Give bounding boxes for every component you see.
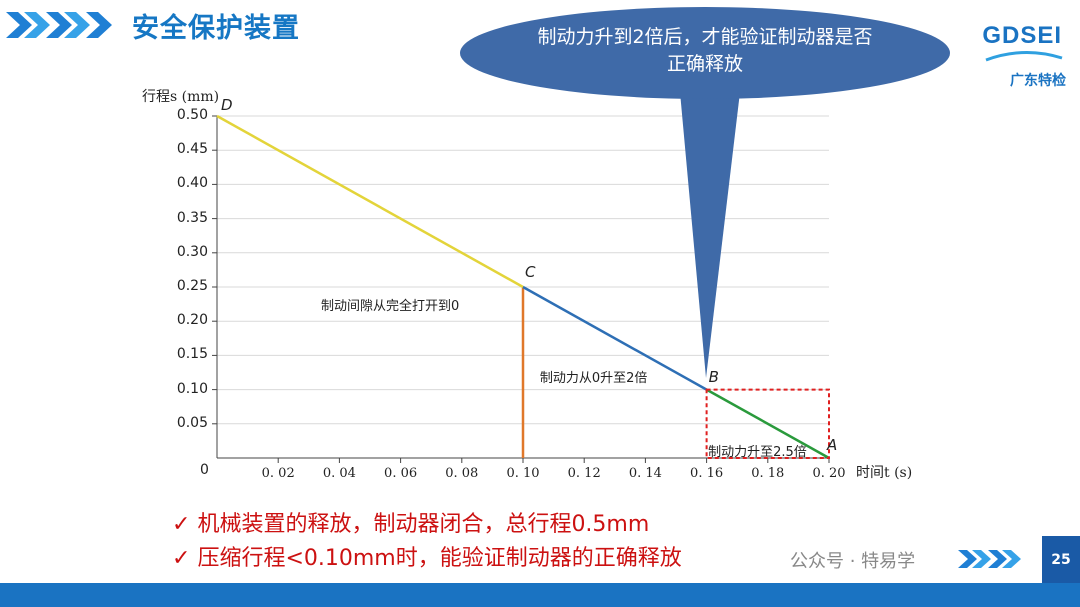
y-tick-label: 0.05 (176, 414, 208, 431)
y-tick-label: 0.35 (176, 209, 208, 226)
x-tick-label: 0. 06 (384, 466, 418, 481)
point-label-B: B (708, 367, 719, 386)
x-tick-label: 0. 14 (628, 466, 662, 481)
bullet-text: 压缩行程<0.10mm时，能验证制动器的正确释放 (197, 546, 682, 571)
x-tick-label: 0. 08 (445, 466, 479, 481)
annotation: 制动力从0升至2倍 (539, 370, 648, 386)
check-icon: ✓ (172, 512, 191, 537)
bullet-text: 机械装置的释放，制动器闭合，总行程0.5mm (197, 512, 650, 537)
page-title: 安全保护装置 (132, 13, 300, 44)
segment-CB (522, 285, 708, 391)
y-tick-label: 0.15 (176, 346, 208, 363)
logo-subtitle: 广东特检 (1010, 73, 1066, 89)
chart-series (216, 114, 830, 460)
y-tick-label: 0.50 (176, 107, 208, 123)
segment-BA (705, 388, 830, 460)
bullet-item: ✓ 压缩行程<0.10mm时，能验证制动器的正确释放 (172, 540, 682, 572)
y-tick-label: 0.30 (176, 243, 208, 260)
highlight-box (705, 388, 830, 460)
x-tick-label: 0. 20 (812, 466, 846, 481)
chart-highlight-box (705, 388, 830, 460)
y-tick-label: 0.10 (176, 380, 208, 397)
point-label-C: C (525, 263, 536, 281)
callout-text: 制动力升到2倍后，才能验证制动器是否正确释放 (537, 26, 873, 75)
header-arrows-icon (6, 12, 112, 38)
origin-label: 0 (200, 462, 209, 478)
y-axis-label: 行程s (mm) (142, 89, 220, 105)
page-number: 25 (1042, 536, 1080, 584)
x-tick-label: 0. 02 (261, 466, 295, 481)
footer-arrows-icon (958, 550, 1021, 568)
annotation: 制动间隙从完全打开到0 (321, 299, 460, 315)
x-tick-label: 0. 16 (690, 466, 724, 481)
y-tick-label: 0.25 (176, 278, 208, 294)
x-axis-label: 时间t (s) (856, 465, 913, 481)
logo: GDSEI (982, 22, 1062, 49)
chart-axes (212, 115, 830, 463)
point-label-D: D (221, 96, 233, 114)
y-tick-label: 0.45 (176, 141, 208, 158)
point-label-A: A (827, 436, 838, 454)
bottom-band (0, 583, 1080, 607)
y-tick-label: 0.20 (176, 312, 208, 329)
bullet-item: ✓ 机械装置的释放，制动器闭合，总行程0.5mm (172, 506, 649, 538)
check-icon: ✓ (172, 546, 191, 571)
x-tick-label: 0. 04 (322, 466, 356, 481)
x-tick-label: 0. 12 (567, 466, 601, 481)
x-tick-label: 0. 18 (751, 466, 785, 481)
y-tick-label: 0.40 (176, 175, 208, 192)
annotation: 制动力升至2.5倍 (708, 444, 807, 460)
x-tick-label: 0. 10 (506, 466, 540, 481)
callout-bubble (460, 7, 950, 378)
logo-swoosh-icon (985, 50, 1063, 62)
watermark: 公众号 · 特易学 (790, 551, 916, 572)
segment-DC (216, 114, 524, 289)
